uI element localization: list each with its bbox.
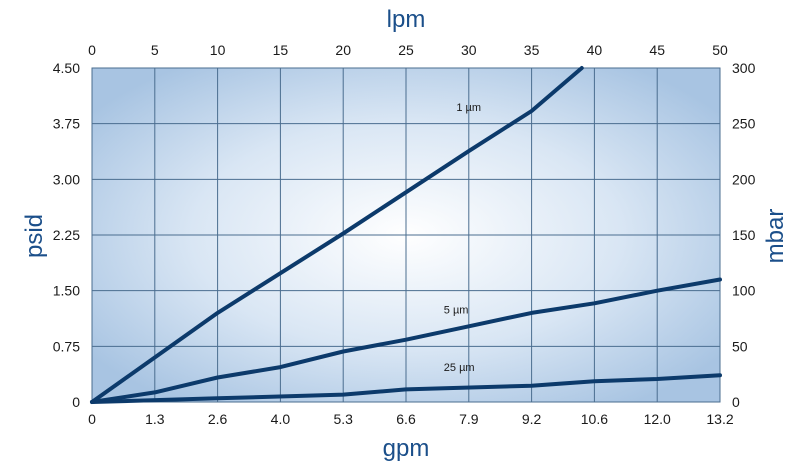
top-axis-title: lpm — [387, 6, 426, 33]
bottom-tick-label: 13.2 — [706, 411, 733, 427]
series-label: 25 µm — [444, 362, 475, 374]
bottom-tick-label: 10.6 — [581, 411, 608, 427]
series-line-25m — [90, 373, 722, 404]
bottom-tick-label: 6.6 — [396, 411, 416, 427]
top-tick-label: 25 — [398, 42, 414, 58]
top-tick-label: 20 — [335, 42, 351, 58]
right-tick-label: 250 — [732, 116, 756, 132]
left-tick-label: 2.25 — [53, 227, 80, 243]
top-tick-label: 5 — [151, 42, 159, 58]
bottom-tick-label: 0 — [88, 411, 96, 427]
series-line-1m — [90, 66, 584, 404]
top-tick-label: 40 — [587, 42, 603, 58]
bottom-tick-label: 7.9 — [459, 411, 479, 427]
left-tick-label: 1.50 — [53, 283, 80, 299]
right-tick-label: 150 — [732, 227, 756, 243]
left-tick-label: 4.50 — [53, 60, 80, 76]
top-tick-label: 30 — [461, 42, 477, 58]
top-tick-label: 0 — [88, 42, 96, 58]
bottom-axis-title: gpm — [383, 435, 430, 462]
bottom-tick-label: 1.3 — [145, 411, 165, 427]
series-labels: 1 µm 5 µm 25 µm — [444, 102, 481, 374]
right-axis-title: mbar — [762, 209, 789, 264]
series-line-5m — [90, 277, 722, 404]
top-tick-label: 10 — [210, 42, 226, 58]
right-tick-label: 0 — [732, 394, 740, 410]
left-tick-labels: 0 0.75 1.50 2.25 3.00 3.75 4.50 — [53, 60, 80, 410]
right-tick-labels: 0 50 100 150 200 250 300 — [732, 60, 756, 410]
left-tick-label: 3.75 — [53, 116, 80, 132]
left-tick-label: 0.75 — [53, 338, 80, 354]
top-tick-label: 50 — [712, 42, 728, 58]
bottom-tick-label: 12.0 — [644, 411, 671, 427]
right-tick-label: 100 — [732, 283, 756, 299]
bottom-tick-label: 9.2 — [522, 411, 542, 427]
top-tick-label: 45 — [649, 42, 665, 58]
series-lines — [90, 66, 722, 404]
top-tick-label: 35 — [524, 42, 540, 58]
right-tick-label: 300 — [732, 60, 756, 76]
left-tick-label: 3.00 — [53, 171, 80, 187]
plot-border — [91, 67, 721, 403]
left-tick-label: 0 — [72, 394, 80, 410]
bottom-tick-label: 2.6 — [208, 411, 228, 427]
top-tick-labels: 0 5 10 15 20 25 30 35 40 45 50 — [88, 42, 728, 58]
left-axis-title: psid — [21, 214, 48, 258]
bottom-tick-labels: 0 1.3 2.6 4.0 5.3 6.6 7.9 9.2 10.6 12.0 13.2 — [88, 411, 734, 427]
right-tick-label: 200 — [732, 171, 756, 187]
grid-lines — [91, 67, 721, 403]
right-tick-label: 50 — [732, 338, 748, 354]
bottom-tick-label: 4.0 — [271, 411, 291, 427]
bottom-tick-label: 5.3 — [333, 411, 353, 427]
top-tick-label: 15 — [273, 42, 289, 58]
series-label: 1 µm — [456, 102, 481, 114]
series-label: 5 µm — [444, 305, 469, 317]
